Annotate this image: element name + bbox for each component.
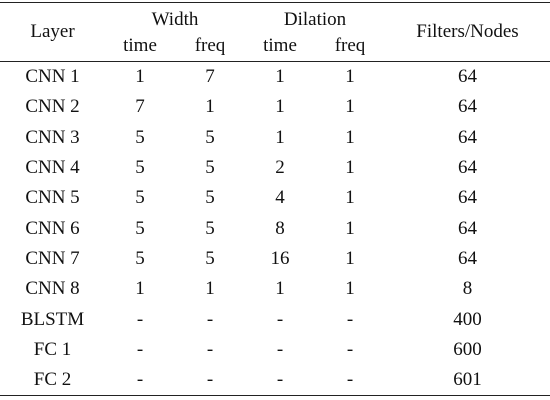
table-cell: 4 (275, 187, 285, 209)
table-cell: 600 (453, 338, 482, 360)
layer-name: CNN 7 (25, 247, 80, 269)
subheader-cell: freq (315, 31, 385, 62)
table-cell: - (206, 369, 214, 391)
header-cell: Layer (0, 2, 105, 62)
table-cell: 5 (205, 157, 215, 179)
layer-name: CNN 2 (25, 96, 80, 118)
subheader-cell: time (105, 31, 175, 62)
table-cell: 5 (205, 187, 215, 209)
subheader-cell: time (245, 31, 315, 62)
table-cell: 1 (275, 96, 285, 118)
table-cell: - (206, 338, 214, 360)
table-cell: 64 (458, 96, 477, 118)
table-cell: 7 (205, 66, 215, 88)
table-cell: 1 (345, 96, 355, 118)
layer-name: BLSTM (20, 308, 85, 330)
table-cell: 64 (458, 66, 477, 88)
table-cell: - (346, 369, 354, 391)
table-cell: 1 (345, 66, 355, 88)
table-cell: 400 (453, 308, 482, 330)
table-cell: - (346, 338, 354, 360)
table-cell: 1 (135, 66, 145, 88)
header-row: time freq time freq (0, 31, 550, 62)
table-cell: 1 (345, 157, 355, 179)
table-cell: 1 (345, 217, 355, 239)
table-cell: - (136, 338, 144, 360)
header-cell: Width (151, 9, 199, 30)
table-cell: 5 (135, 157, 145, 179)
table-cell: 1 (275, 278, 285, 300)
table-cell: - (136, 308, 144, 330)
table-row: FC 1 - - - - 600 (0, 335, 550, 365)
table-row: CNN 6 5 5 8 1 64 (0, 213, 550, 243)
table-cell: - (206, 308, 214, 330)
table-cell: - (276, 369, 284, 391)
table-cell: 5 (205, 126, 215, 148)
table-cell: 2 (275, 157, 285, 179)
layer-name: FC 2 (33, 369, 72, 391)
table-cell: 16 (270, 247, 290, 269)
table-cell: 5 (135, 217, 145, 239)
table-cell: - (276, 308, 284, 330)
table-cell: 5 (135, 247, 145, 269)
table-row: CNN 2 7 1 1 1 64 (0, 92, 550, 122)
table-cell: 1 (345, 278, 355, 300)
table-cell: 8 (462, 278, 473, 300)
layer-name: CNN 5 (25, 187, 80, 209)
table-cell: 5 (205, 247, 215, 269)
table-cell: 5 (135, 187, 145, 209)
table-cell: 8 (275, 217, 285, 239)
header-cell: Dilation (283, 9, 347, 30)
table-cell: 1 (345, 126, 355, 148)
table-cell: 1 (205, 278, 215, 300)
table-row: CNN 5 5 5 4 1 64 (0, 183, 550, 213)
layer-name: CNN 1 (25, 66, 80, 88)
table-row: CNN 3 5 5 1 1 64 (0, 123, 550, 153)
table-cell: 1 (135, 278, 145, 300)
table-row: FC 2 - - - - 601 (0, 365, 550, 396)
table-cell: 64 (458, 247, 477, 269)
header-cell: Filters/Nodes (385, 2, 550, 62)
table-cell: - (136, 369, 144, 391)
table-cell: 64 (458, 126, 477, 148)
subheader-cell: freq (175, 31, 245, 62)
table-row: CNN 4 5 5 2 1 64 (0, 153, 550, 183)
header-row: Layer Width Dilation Filters/Nodes (0, 2, 550, 62)
layer-name: CNN 6 (25, 217, 80, 239)
table-row: CNN 1 1 7 1 1 64 (0, 62, 550, 93)
layer-name: CNN 4 (25, 157, 80, 179)
table-cell: 1 (275, 126, 285, 148)
table-row: BLSTM - - - - 400 (0, 304, 550, 334)
table-cell: 601 (453, 369, 482, 391)
layer-name: FC 1 (33, 338, 72, 360)
layer-name: CNN 3 (25, 126, 80, 148)
table-cell: - (346, 308, 354, 330)
table-header: Layer Width Dilation Filters/Nodes time … (0, 2, 550, 62)
table-cell: 64 (458, 187, 477, 209)
table-cell: 5 (205, 217, 215, 239)
table-cell: 5 (135, 126, 145, 148)
table-cell: 1 (345, 247, 355, 269)
table-cell: - (276, 338, 284, 360)
table-cell: 1 (275, 66, 285, 88)
table-cell: 64 (458, 157, 477, 179)
table-cell: 64 (458, 217, 477, 239)
table-cell: 1 (345, 187, 355, 209)
layer-name: CNN 8 (25, 278, 80, 300)
table-cell: 1 (205, 96, 215, 118)
table-row: CNN 8 1 1 1 1 8 (0, 274, 550, 304)
table-cell: 7 (135, 96, 145, 118)
table-row: CNN 7 5 5 16 1 64 (0, 244, 550, 274)
